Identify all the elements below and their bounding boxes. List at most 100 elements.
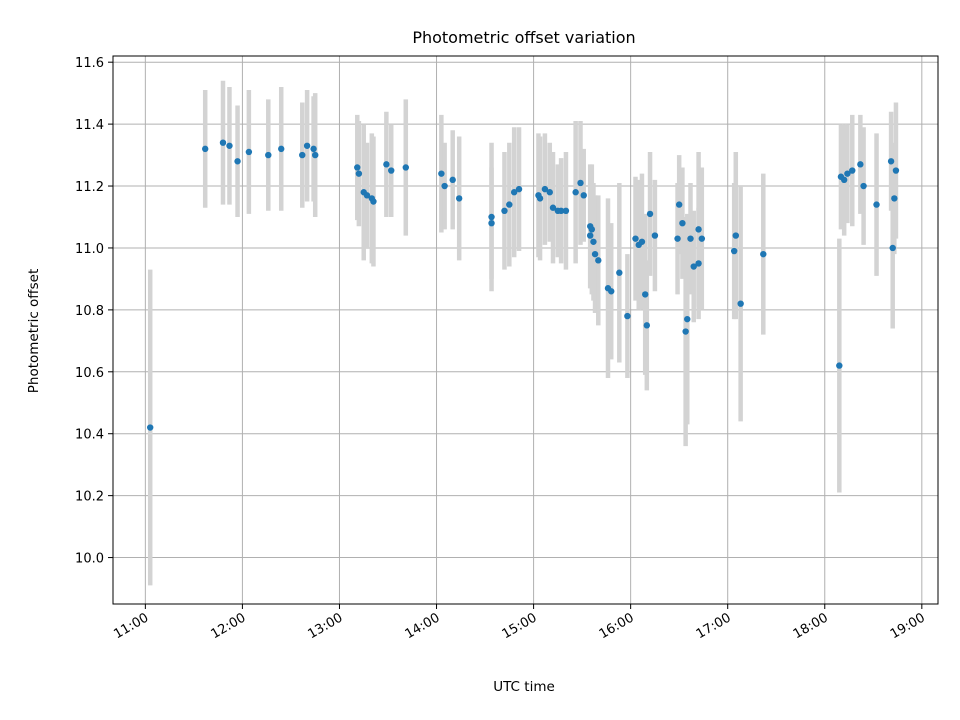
data-point (695, 226, 702, 233)
data-point (562, 207, 570, 215)
data-point (202, 145, 209, 153)
plot-frame (112, 55, 939, 605)
data-point (760, 250, 767, 258)
data-point (383, 161, 390, 168)
y-tick-label: 10.8 (75, 304, 104, 319)
data-point (590, 238, 597, 245)
data-point (265, 151, 272, 159)
data-point (849, 167, 856, 174)
data-point (892, 167, 900, 174)
data-point (887, 158, 895, 165)
data-point (299, 151, 306, 159)
data-point (310, 145, 317, 153)
point-layer (147, 139, 900, 431)
data-point (147, 424, 154, 431)
x-tick-label: 12:00 (208, 610, 248, 642)
grid-layer (113, 56, 938, 604)
data-point (687, 235, 694, 242)
data-point (695, 260, 702, 267)
data-point (690, 263, 697, 270)
data-point (488, 219, 495, 227)
data-point (836, 362, 843, 369)
y-tick-label: 10.2 (75, 490, 104, 505)
x-tick-label: 15:00 (500, 610, 540, 642)
y-tick-label: 11.6 (75, 56, 104, 71)
data-point (840, 176, 848, 184)
x-tick-label: 17:00 (694, 610, 734, 642)
y-tick-label: 10.4 (75, 428, 104, 443)
data-point (549, 204, 557, 211)
data-point (873, 201, 880, 208)
data-point (588, 226, 596, 233)
data-point (580, 192, 587, 199)
y-axis-label: Photometric offset (26, 269, 42, 393)
y-tick-label: 11.4 (75, 118, 104, 133)
data-point (515, 185, 523, 193)
data-point (595, 257, 602, 264)
data-point (698, 235, 706, 242)
data-point (303, 142, 311, 149)
data-point (354, 164, 361, 171)
data-point (651, 232, 659, 239)
data-point (536, 195, 544, 202)
data-point (312, 151, 319, 159)
data-point (643, 322, 651, 329)
data-point (632, 235, 639, 242)
data-point (889, 244, 896, 252)
data-point (363, 192, 371, 199)
data-point (624, 312, 631, 320)
data-point (557, 207, 565, 215)
chart-title: Photometric offset variation (412, 28, 635, 47)
x-axis-label: UTC time (493, 679, 555, 695)
data-point (441, 182, 448, 190)
y-tick-label: 11.2 (75, 180, 104, 195)
x-tick-label: 19:00 (888, 610, 928, 642)
y-tick-label: 10.0 (75, 552, 104, 567)
data-point (488, 213, 495, 221)
data-point (355, 170, 363, 177)
data-point (591, 250, 599, 258)
data-point (860, 182, 867, 190)
x-tick-label: 11:00 (111, 610, 151, 642)
data-point (587, 232, 594, 239)
data-point (737, 300, 744, 307)
data-point (616, 269, 623, 276)
data-point (891, 195, 898, 202)
data-point (730, 247, 738, 255)
data-point (402, 164, 409, 171)
data-point (675, 201, 683, 208)
data-point (674, 235, 681, 242)
y-tick-label: 11.0 (75, 242, 104, 257)
data-point (541, 185, 549, 193)
data-point (219, 139, 227, 146)
data-point (844, 170, 851, 177)
x-tick-label: 18:00 (791, 610, 831, 642)
data-point (226, 142, 233, 149)
x-tick-label: 13:00 (306, 610, 346, 642)
data-point (646, 210, 654, 218)
data-point (638, 238, 646, 245)
errorbar-layer (147, 80, 899, 586)
data-point (682, 328, 689, 335)
data-point (608, 288, 615, 295)
data-point (684, 315, 691, 323)
data-point (732, 232, 739, 239)
x-tick-label: 14:00 (403, 610, 443, 642)
y-tick-label: 10.6 (75, 366, 104, 381)
data-point (245, 148, 253, 156)
data-point (388, 167, 395, 174)
data-point (234, 158, 241, 165)
data-point (506, 201, 513, 208)
data-point (577, 179, 584, 187)
data-point (455, 195, 463, 202)
data-point (857, 161, 864, 168)
data-point (438, 170, 445, 177)
data-point (679, 219, 686, 227)
data-point (449, 176, 456, 184)
data-point (546, 189, 553, 196)
data-point (278, 145, 285, 153)
data-point (510, 189, 518, 196)
x-tick-label: 16:00 (597, 610, 637, 642)
data-point (572, 189, 579, 196)
